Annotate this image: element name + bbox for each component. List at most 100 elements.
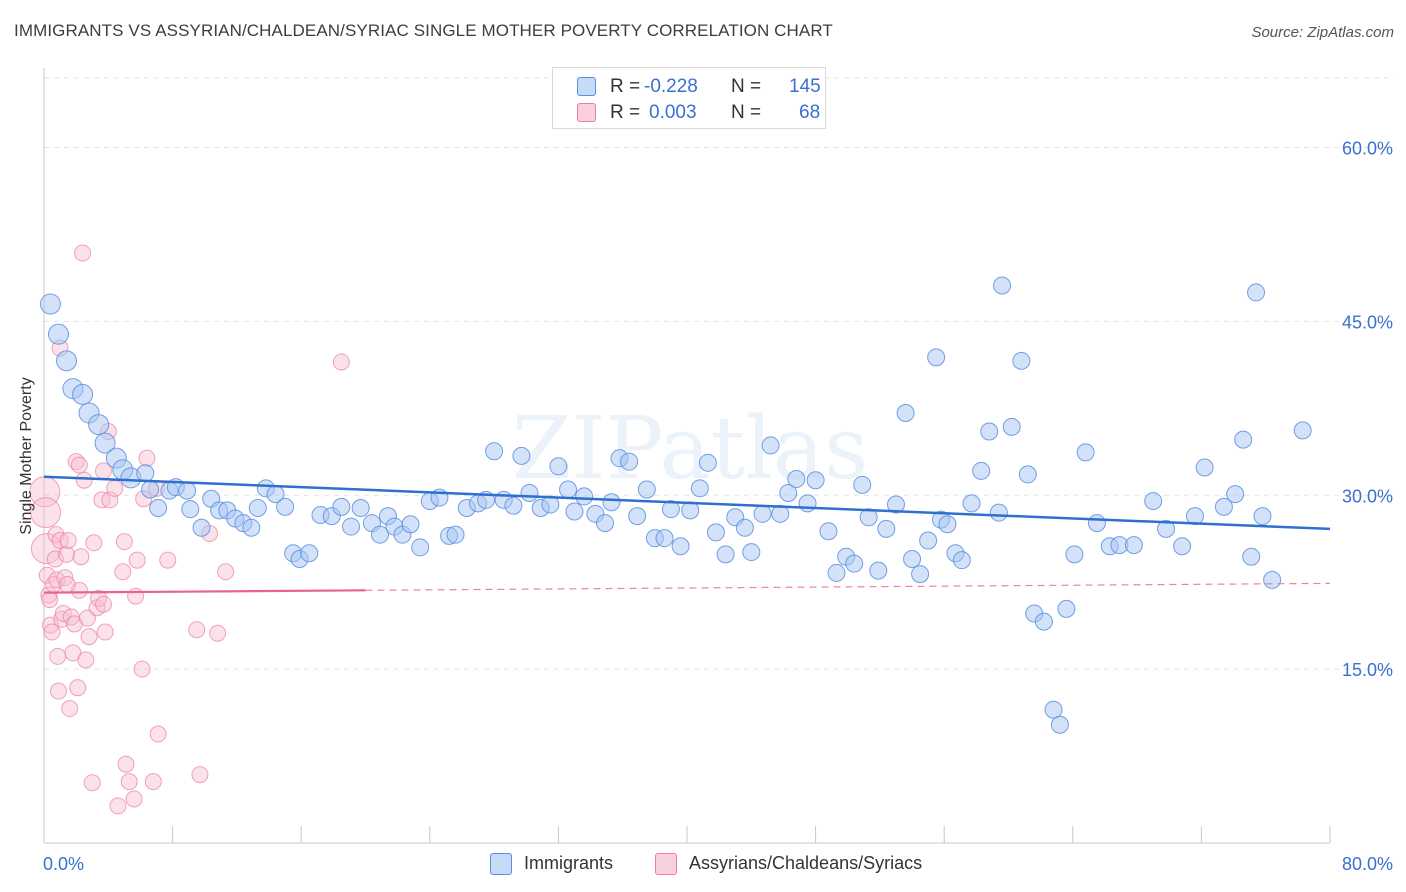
assyrians-point — [56, 569, 74, 587]
legend-r-label: R = — [610, 76, 641, 97]
immigrants-point — [628, 507, 647, 526]
assyrians-point — [149, 725, 167, 743]
immigrants-point — [1050, 715, 1069, 734]
assyrians-point — [138, 449, 156, 467]
assyrians-point — [59, 531, 77, 549]
immigrants-point — [706, 523, 725, 542]
legend-n-label: N = — [731, 76, 762, 97]
immigrants-point — [504, 496, 523, 515]
immigrants-point — [637, 480, 656, 499]
assyrians-point — [74, 244, 92, 262]
immigrants-point — [787, 470, 806, 489]
immigrants-point — [1293, 421, 1312, 440]
immigrants-point — [853, 475, 872, 494]
assyrians-point — [217, 563, 235, 581]
immigrants-point — [716, 545, 735, 564]
immigrants-point — [845, 554, 864, 573]
immigrants-point — [1173, 537, 1192, 556]
immigrants-point — [735, 518, 754, 537]
y-tick-label: 30.0% — [1342, 486, 1393, 506]
immigrants-point — [575, 487, 594, 506]
immigrants-point — [1124, 536, 1143, 555]
immigrants-point — [520, 483, 539, 502]
assyrians-point — [49, 682, 67, 700]
immigrants-point — [192, 518, 211, 537]
immigrants-point — [485, 442, 504, 461]
immigrants-point — [1226, 485, 1245, 504]
assyrians-point — [69, 679, 87, 697]
assyrians-point — [75, 471, 93, 489]
legend-swatch-immigrants — [577, 77, 596, 96]
immigrants-point — [596, 514, 615, 533]
immigrants-point — [655, 529, 674, 548]
assyrians-point — [106, 479, 124, 497]
immigrants-point — [1144, 492, 1163, 511]
assyrians-point — [40, 586, 58, 604]
assyrians-point — [144, 773, 162, 791]
immigrants-point — [178, 481, 197, 500]
immigrants-point — [342, 517, 361, 536]
immigrants-point — [248, 499, 267, 518]
assyrians-point — [159, 551, 177, 569]
immigrants-point — [276, 497, 295, 516]
assyrians-point — [30, 497, 62, 529]
assyrians-point — [120, 773, 138, 791]
immigrants-point — [149, 499, 168, 518]
immigrants-point — [1157, 519, 1176, 538]
immigrants-point — [1012, 351, 1031, 370]
correlation-legend: R = -0.228 N = 145 R = 0.003 N = 68 — [552, 67, 826, 129]
assyrians-trend-line — [43, 589, 366, 594]
immigrants-point — [39, 293, 61, 315]
bottom-legend-label: Assyrians/Chaldeans/Syriacs — [689, 853, 923, 873]
immigrants-point — [827, 563, 846, 582]
immigrants-point — [938, 515, 957, 534]
immigrants-point — [141, 480, 160, 499]
bottom-swatch-assyrians — [655, 853, 677, 875]
assyrians-point — [96, 623, 114, 641]
immigrants-point — [370, 525, 389, 544]
bottom-swatch-immigrants — [490, 853, 512, 875]
immigrants-point — [896, 403, 915, 422]
assyrians-point — [61, 700, 79, 718]
assyrians-point — [117, 755, 135, 773]
immigrants-point — [351, 499, 370, 518]
immigrants-point — [559, 480, 578, 499]
immigrants-point — [1242, 547, 1261, 566]
assyrians-point — [125, 790, 143, 808]
bottom-legend-label: Immigrants — [524, 853, 614, 873]
immigrants-point — [671, 537, 690, 556]
immigrants-point — [1076, 443, 1095, 462]
immigrants-point — [401, 515, 420, 534]
assyrians-points — [29, 244, 350, 815]
immigrants-point — [300, 544, 319, 563]
assyrians-point — [94, 595, 112, 613]
immigrants-point — [602, 493, 621, 512]
immigrants-point — [753, 504, 772, 523]
y-tick-label: 45.0% — [1342, 312, 1393, 332]
immigrants-point — [88, 414, 110, 436]
trend-lines — [43, 475, 1331, 594]
assyrians-point — [58, 576, 76, 594]
immigrants-point — [952, 551, 971, 570]
immigrants-point — [903, 550, 922, 569]
legend-n-value: 68 — [799, 102, 821, 123]
x-tick-label: 0.0% — [43, 854, 84, 874]
immigrants-point — [1018, 465, 1037, 484]
assyrians-point — [188, 621, 206, 639]
immigrants-trend-line — [43, 475, 1331, 531]
immigrants-point — [919, 531, 938, 550]
assyrians-point — [332, 353, 350, 371]
assyrians-point — [115, 533, 133, 551]
immigrants-point — [698, 453, 717, 472]
immigrants-point — [1065, 545, 1084, 564]
immigrants-point — [1034, 612, 1053, 631]
immigrants-point — [877, 519, 896, 538]
source-label: Source: ZipAtlas.com — [1251, 24, 1394, 41]
assyrians-point — [109, 797, 127, 815]
immigrants-point — [886, 495, 905, 514]
immigrants-point — [136, 464, 155, 483]
assyrians-point — [49, 647, 67, 665]
immigrants-points — [39, 276, 1312, 734]
immigrants-point — [72, 383, 94, 405]
